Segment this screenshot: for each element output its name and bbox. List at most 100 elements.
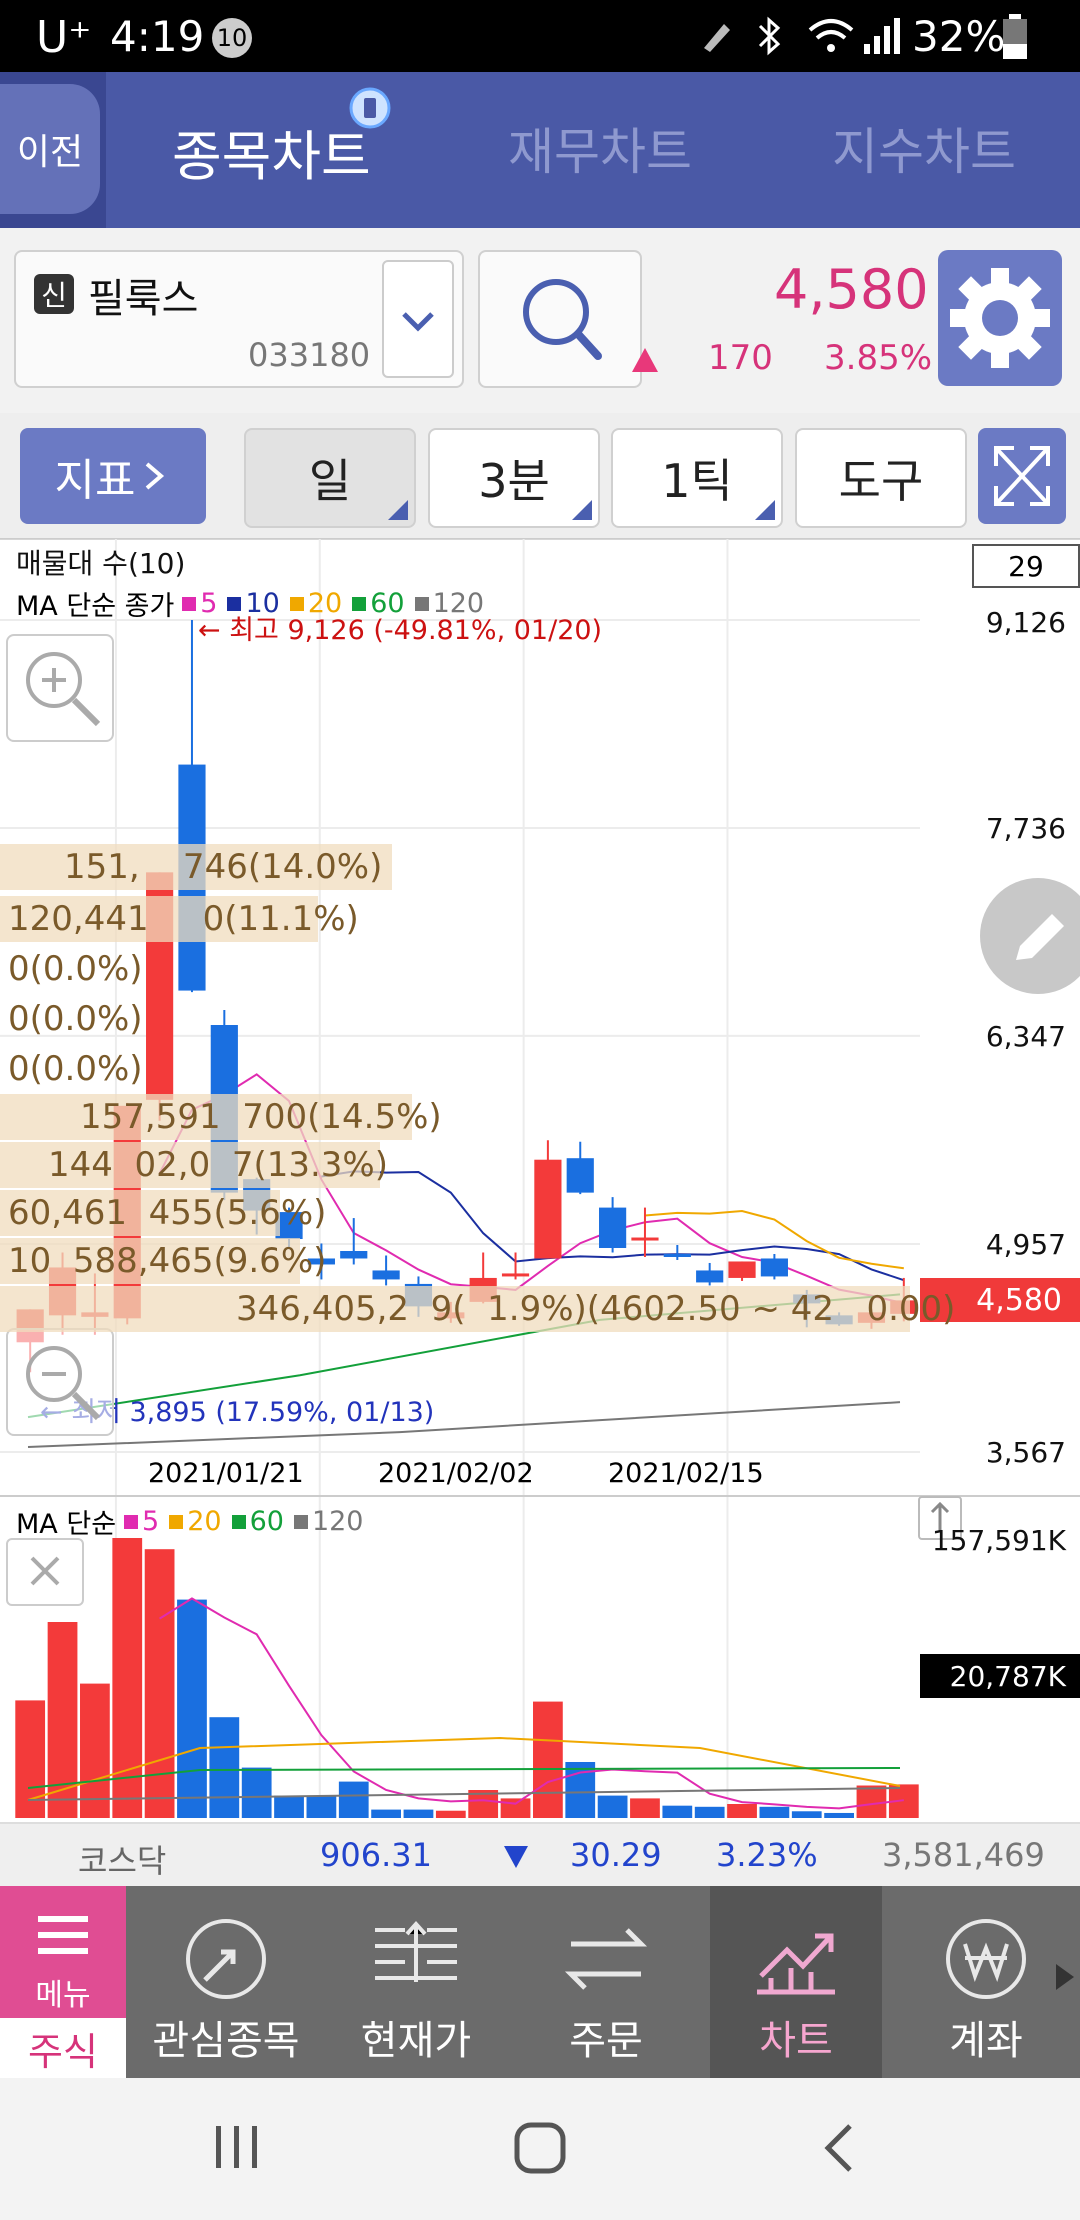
fullscreen-button[interactable] xyxy=(978,428,1066,524)
ma-legend-item: 60 xyxy=(231,1506,284,1537)
stock-info-row: 신 필룩스 033180 4,580 170 3.85% xyxy=(0,228,1080,415)
volume-bar xyxy=(565,1762,596,1818)
legend-label: 60 xyxy=(370,588,405,619)
tools-button[interactable]: 도구 xyxy=(795,428,967,528)
tick-label: 1틱 xyxy=(661,454,733,508)
settings-button[interactable] xyxy=(938,250,1062,386)
legend-swatch xyxy=(227,596,242,611)
zoom-in-icon xyxy=(26,652,101,727)
expand-icon xyxy=(994,446,1050,506)
bluetooth-icon xyxy=(758,16,781,56)
zoom-out-button[interactable] xyxy=(6,1328,114,1436)
legend-label: 120 xyxy=(432,588,485,619)
chevron-right-icon xyxy=(146,462,165,490)
volume-ma-120 xyxy=(27,1787,901,1801)
candle-body xyxy=(372,1270,400,1280)
recent-apps-icon[interactable] xyxy=(212,2122,262,2172)
interval-select[interactable]: 3분 xyxy=(428,428,600,528)
volume-bar xyxy=(856,1785,887,1818)
dropdown-corner-icon xyxy=(755,500,775,520)
back-button[interactable]: 이전 xyxy=(0,84,100,214)
volume-ma-20 xyxy=(27,1736,901,1801)
volume-bar xyxy=(791,1811,822,1818)
nav-chart[interactable]: 차트 xyxy=(710,1886,882,2078)
chart-toolbar: 지표 일 3분 1틱 도구 xyxy=(0,413,1080,540)
volume-bar xyxy=(824,1812,854,1818)
market-index-row[interactable]: 코스닥 906.31 30.29 3.23% 3,581,469 xyxy=(0,1822,1080,1890)
nav-chart-label: 차트 xyxy=(759,2018,833,2064)
draw-tool-button[interactable] xyxy=(980,878,1080,994)
legend-label: 10 xyxy=(245,588,280,619)
nav-order-label: 주문 xyxy=(569,2018,643,2064)
price-change-percent: 3.85% xyxy=(824,338,933,378)
menu-button[interactable]: 메뉴 xyxy=(0,1886,126,2018)
tab-index-chart[interactable]: 지수차트 xyxy=(832,123,1016,181)
wifi-icon xyxy=(808,19,854,52)
close-volume-panel-button[interactable] xyxy=(6,1538,84,1606)
period-select[interactable]: 일 xyxy=(244,428,416,528)
candle-body xyxy=(534,1159,562,1259)
market-index-change: 30.29 xyxy=(570,1836,662,1874)
volume-ma-title: MA 단순 xyxy=(16,1509,117,1540)
volume-profile-bar: 151, 746(14.0%) xyxy=(0,844,392,890)
stock-name: 필룩스 xyxy=(88,276,199,322)
stock-selector[interactable]: 신 필룩스 033180 xyxy=(14,250,464,388)
zoom-in-button[interactable] xyxy=(6,634,114,742)
ma-legend-item: 120 xyxy=(414,588,485,619)
refresh-badge-icon xyxy=(349,87,391,129)
legend-swatch xyxy=(124,1514,139,1529)
carrier-label: U⁺ xyxy=(36,12,92,63)
up-triangle-icon xyxy=(632,348,658,372)
candle-body xyxy=(340,1250,368,1259)
ma-line-20 xyxy=(644,1210,904,1270)
volume-bar xyxy=(338,1781,369,1818)
nav-current-price[interactable]: 현재가 xyxy=(326,1886,506,2078)
order-exchange-icon xyxy=(564,1928,648,1990)
nav-account-label: 계좌 xyxy=(949,2018,1023,2064)
stock-section-button[interactable]: 주식 xyxy=(0,2018,126,2078)
indicator-button[interactable]: 지표 xyxy=(20,428,206,524)
home-icon[interactable] xyxy=(512,2120,568,2176)
volume-bar xyxy=(177,1599,207,1818)
nav-watchlist[interactable]: 관심종목 xyxy=(136,1886,316,2078)
legend-swatch xyxy=(414,596,429,611)
price-change: 170 xyxy=(708,338,773,378)
tab-stock-chart[interactable]: 종목차트 xyxy=(172,125,371,188)
date-label: 2021/01/21 xyxy=(148,1458,304,1489)
market-index-name: 코스닥 xyxy=(78,1842,167,1880)
volume-bar xyxy=(274,1795,304,1818)
volume-bar xyxy=(662,1805,693,1818)
nav-account[interactable]: 계좌 xyxy=(896,1886,1076,2078)
pencil-icon xyxy=(1016,914,1064,960)
volume-bar xyxy=(597,1795,628,1818)
stock-dropdown-button[interactable] xyxy=(382,260,454,378)
volume-bar xyxy=(80,1683,110,1818)
ma-legend-item: 20 xyxy=(169,1506,222,1537)
volume-bar xyxy=(500,1798,531,1818)
battery-percent: 32% xyxy=(912,12,1006,61)
scroll-right-arrow-icon[interactable] xyxy=(1052,1962,1076,1992)
volume-profile-bar: 157,591 700(14.5%) xyxy=(0,1094,442,1140)
nav-order[interactable]: 주문 xyxy=(516,1886,696,2078)
ma-legend-item: 60 xyxy=(352,588,405,619)
price-chart[interactable]: 매물대 수(10) MA 단순 종가 5 10 20 60 120 29 ← 최고 9,… xyxy=(0,538,1080,1820)
notification-count-badge: 10 xyxy=(212,18,252,58)
candle-body xyxy=(599,1207,627,1249)
volume-tag: 20,787K xyxy=(920,1654,1080,1698)
tab-financial-chart[interactable]: 재무차트 xyxy=(508,123,692,181)
won-currency-icon xyxy=(946,1919,1026,1999)
tick-select[interactable]: 1틱 xyxy=(611,428,783,528)
system-navigation-bar xyxy=(0,2078,1080,2220)
status-bar: U⁺ 4:19 10 32% xyxy=(0,0,1080,72)
search-icon xyxy=(523,279,602,360)
search-button[interactable] xyxy=(478,250,642,388)
battery-icon xyxy=(1003,14,1027,59)
back-nav-icon[interactable] xyxy=(816,2122,866,2174)
nav-current-price-label: 현재가 xyxy=(360,2018,472,2064)
price-scale-label: 6,347 xyxy=(985,1020,1066,1053)
resize-handle[interactable] xyxy=(918,1496,962,1540)
legend-label: 120 xyxy=(311,1506,364,1537)
volume-bar xyxy=(435,1810,466,1818)
volume-bar xyxy=(533,1701,563,1818)
close-icon xyxy=(30,1556,60,1586)
